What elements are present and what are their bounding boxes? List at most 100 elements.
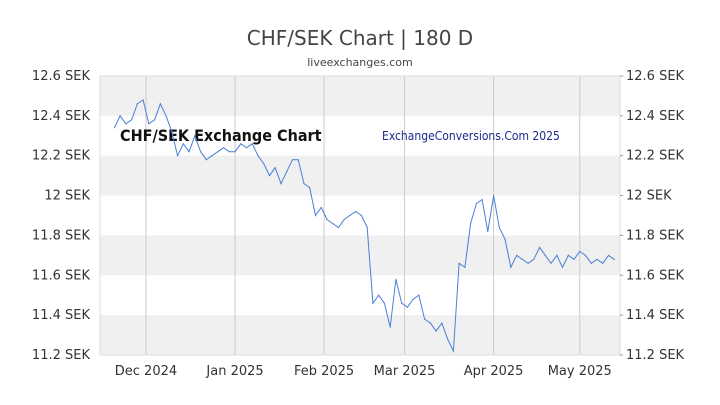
data-point	[366, 226, 368, 229]
data-point	[493, 195, 495, 197]
data-point	[142, 99, 144, 101]
y-tick-label-right: 11.4 SEK	[626, 308, 685, 323]
data-point	[464, 266, 466, 268]
data-point	[332, 222, 334, 225]
data-point	[395, 278, 397, 280]
data-point	[447, 338, 449, 340]
data-point	[205, 159, 207, 161]
data-point	[159, 103, 161, 105]
data-point	[337, 226, 340, 229]
y-tick-label-left: 11.2 SEK	[32, 348, 91, 363]
data-point	[412, 298, 414, 300]
data-point	[504, 238, 506, 240]
data-point	[521, 258, 523, 260]
data-point	[406, 306, 408, 308]
data-point	[125, 123, 127, 125]
watermark-right: ExchangeConversions.Com 2025	[382, 129, 560, 143]
data-point	[349, 214, 351, 217]
data-point	[441, 322, 443, 324]
data-point	[165, 115, 167, 117]
data-point	[228, 151, 230, 153]
data-point	[607, 254, 610, 256]
y-tick-label-left: 12 SEK	[44, 189, 90, 204]
y-tick-label-left: 12.4 SEK	[32, 109, 91, 124]
data-point	[383, 302, 385, 304]
x-tick-label: Jan 2025	[205, 364, 263, 379]
y-axis-right: 12.6 SEK 12.4 SEK 12.2 SEK 12 SEK 11.8 SEK 11…	[620, 69, 685, 363]
data-point	[544, 254, 546, 256]
data-point	[556, 254, 558, 256]
series-points	[113, 99, 615, 352]
data-point	[584, 254, 587, 256]
data-point	[148, 123, 150, 125]
data-point	[470, 222, 472, 225]
data-point	[372, 302, 374, 304]
background-bands	[100, 76, 620, 355]
data-point	[257, 155, 259, 157]
x-tick-label: May 2025	[548, 364, 612, 379]
chart-title: CHF/SEK Chart | 180 D	[246, 26, 474, 50]
data-point	[475, 202, 477, 205]
data-point	[527, 262, 529, 264]
data-point	[602, 262, 604, 264]
data-point	[360, 214, 362, 217]
plot-frame	[99, 75, 621, 356]
y-tick-label-right: 12.4 SEK	[626, 109, 685, 124]
grid-band	[100, 76, 620, 116]
data-point	[355, 210, 357, 213]
grid-band	[100, 155, 620, 196]
data-point	[182, 143, 184, 145]
y-tick-label-right: 11.6 SEK	[626, 268, 685, 283]
data-point	[222, 147, 225, 149]
y-tick-label-left: 11.6 SEK	[32, 268, 91, 283]
data-point	[200, 151, 202, 153]
data-point	[245, 147, 248, 149]
data-point	[418, 294, 420, 296]
y-tick-label-left: 11.8 SEK	[32, 228, 91, 243]
y-tick-label-left: 12.2 SEK	[32, 149, 91, 164]
data-point	[303, 183, 305, 185]
y-tick-label-right: 11.2 SEK	[626, 348, 685, 363]
data-point	[326, 218, 328, 221]
data-point	[154, 119, 156, 121]
data-point	[378, 294, 380, 296]
data-point	[177, 155, 179, 157]
chart-subtitle: liveexchanges.com	[307, 56, 413, 69]
data-point	[498, 226, 500, 229]
data-point	[510, 266, 512, 268]
series-line	[113, 99, 615, 353]
data-point	[297, 159, 299, 161]
data-point	[314, 214, 317, 217]
data-point	[291, 159, 294, 161]
data-point	[280, 183, 282, 185]
data-point	[613, 258, 615, 260]
grid-band	[100, 235, 620, 276]
data-point	[567, 254, 569, 256]
data-point	[550, 262, 552, 264]
data-point	[573, 258, 575, 260]
data-point	[596, 258, 598, 260]
vertical-grid	[145, 76, 581, 355]
data-point	[429, 322, 431, 324]
y-tick-label-right: 11.8 SEK	[626, 228, 685, 243]
data-point	[251, 143, 253, 145]
y-tick-label-right: 12.2 SEK	[626, 149, 685, 164]
data-point	[424, 318, 426, 320]
data-point	[401, 302, 403, 304]
y-axis-left: 12.6 SEK 12.4 SEK 12.2 SEK 12 SEK 11.8 SEK 11…	[32, 69, 91, 363]
data-point	[561, 266, 564, 268]
x-tick-label: Feb 2025	[294, 364, 354, 379]
data-point	[286, 171, 288, 173]
y-tick-label-right: 12.6 SEK	[626, 69, 685, 84]
data-point	[309, 187, 311, 189]
grid-band	[100, 315, 620, 355]
data-point	[119, 115, 121, 117]
data-point	[389, 326, 391, 328]
data-point	[274, 167, 276, 169]
data-point	[458, 262, 460, 264]
y-tick-label-left: 12.6 SEK	[32, 69, 91, 84]
data-point	[171, 131, 173, 133]
data-point	[487, 230, 489, 232]
data-point	[263, 163, 265, 165]
